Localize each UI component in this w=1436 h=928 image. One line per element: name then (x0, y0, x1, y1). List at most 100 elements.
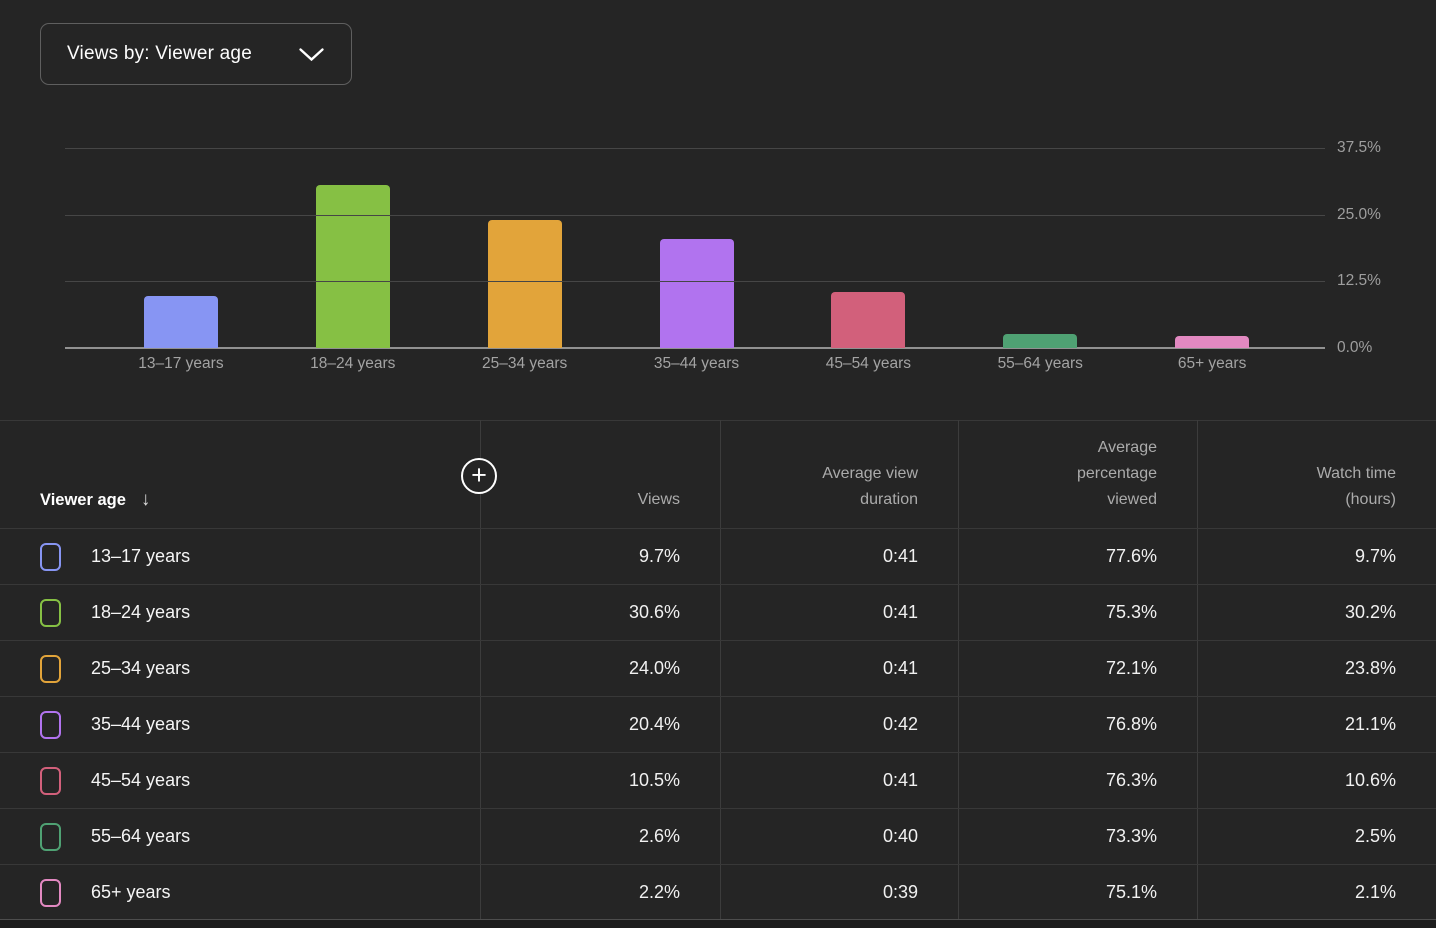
row-views: 20.4% (628, 714, 680, 734)
row-avg-percentage-viewed: 76.8% (1105, 714, 1157, 734)
row-avg-percentage-viewed: 75.1% (1105, 882, 1157, 902)
row-views: 10.5% (628, 770, 680, 790)
row-color-checkbox[interactable] (40, 542, 61, 571)
column-header-avg-view-duration[interactable]: Average view duration (822, 465, 918, 508)
row-color-checkbox[interactable] (40, 878, 61, 907)
column-header-avg-percentage-viewed[interactable]: Average percentage viewed (1076, 439, 1157, 508)
chart-gridline (65, 281, 1325, 283)
column-divider (480, 420, 481, 919)
page-bottom-strip (0, 920, 1436, 928)
chart-gridline (65, 214, 1325, 216)
table-row[interactable]: 25–34 years 24.0% 0:41 72.1% 23.8% (0, 640, 1436, 696)
y-axis-tick-label: 37.5% (1337, 139, 1381, 156)
bar-slot: 25–34 years (439, 148, 611, 372)
row-label: 55–64 years (91, 826, 191, 846)
table-row[interactable]: 13–17 years 9.7% 0:41 77.6% 9.7% (0, 528, 1436, 584)
bar-slot: 55–64 years (954, 148, 1126, 372)
views-by-dropdown[interactable]: Views by: Viewer age (40, 23, 352, 85)
row-watch-time: 10.6% (1344, 770, 1396, 790)
table-rows: 13–17 years 9.7% 0:41 77.6% 9.7% 18–24 y… (0, 528, 1436, 920)
x-axis-baseline (65, 347, 1325, 349)
row-watch-time: 2.1% (1354, 882, 1396, 902)
row-label: 13–17 years (91, 546, 191, 566)
row-avg-percentage-viewed: 72.1% (1105, 658, 1157, 678)
bar-slot: 35–44 years (611, 148, 783, 372)
bar-slot: 13–17 years (95, 148, 267, 372)
bar-35–44-years[interactable] (659, 239, 734, 348)
views-by-dropdown-label: Views by: Viewer age (67, 43, 252, 64)
row-views: 24.0% (628, 658, 680, 678)
row-avg-view-duration: 0:39 (882, 882, 918, 902)
table-header: Viewer age ↓ Views Average view duration… (0, 420, 1436, 528)
views-bar-chart: 37.5% 25.0% 12.5% 0.0% 13–17 years 18–24 yea… (0, 0, 1436, 420)
x-axis-tick-label: 65+ years (1177, 355, 1247, 372)
row-label: 65+ years (91, 882, 171, 902)
bar-slot: 18–24 years (267, 148, 439, 372)
table-row[interactable]: 65+ years 2.2% 0:39 75.1% 2.1% (0, 864, 1436, 920)
x-axis-tick-label: 25–34 years (481, 355, 568, 372)
row-label: 35–44 years (91, 714, 191, 734)
plus-icon: + (471, 459, 487, 490)
x-axis-tick-label: 13–17 years (138, 355, 224, 372)
viewer-age-table: Viewer age ↓ Views Average view duration… (0, 420, 1436, 920)
row-views: 2.2% (638, 882, 680, 902)
table-row[interactable]: 45–54 years 10.5% 0:41 76.3% 10.6% (0, 752, 1436, 808)
row-color-checkbox[interactable] (40, 822, 61, 851)
row-avg-view-duration: 0:41 (882, 770, 918, 790)
bar-25–34-years[interactable] (487, 220, 562, 348)
table-row[interactable]: 18–24 years 30.6% 0:41 75.3% 30.2% (0, 584, 1436, 640)
bar-slot: 45–54 years (782, 148, 954, 372)
row-avg-percentage-viewed: 75.3% (1105, 602, 1157, 622)
chart-gridline (65, 148, 1325, 149)
row-avg-view-duration: 0:41 (882, 602, 918, 622)
y-axis-tick-label: 12.5% (1337, 272, 1381, 290)
row-avg-view-duration: 0:42 (882, 714, 918, 734)
x-axis-tick-label: 35–44 years (653, 355, 740, 372)
row-views: 2.6% (638, 826, 680, 846)
row-avg-percentage-viewed: 77.6% (1105, 546, 1157, 566)
bar-55–64-years[interactable] (1003, 334, 1078, 348)
sort-descending-icon: ↓ (140, 489, 151, 510)
column-header-views[interactable]: Views (637, 491, 680, 508)
row-watch-time: 30.2% (1344, 602, 1396, 622)
add-metric-button[interactable]: + (461, 458, 497, 494)
column-divider (958, 420, 959, 919)
column-divider (720, 420, 721, 919)
bar-slot: 65+ years (1126, 148, 1298, 372)
row-views: 9.7% (638, 546, 680, 566)
chevron-down-icon (298, 47, 325, 62)
table-row[interactable]: 35–44 years 20.4% 0:42 76.8% 21.1% (0, 696, 1436, 752)
x-axis-tick-label: 45–54 years (825, 355, 912, 372)
row-watch-time: 9.7% (1354, 546, 1396, 566)
table-bottom-border (0, 919, 1436, 920)
bar-45–54-years[interactable] (831, 292, 906, 348)
table-row[interactable]: 55–64 years 2.6% 0:40 73.3% 2.5% (0, 808, 1436, 864)
column-header-watch-time[interactable]: Watch time (hours) (1316, 465, 1396, 508)
row-label: 18–24 years (91, 602, 191, 622)
chart-bars: 13–17 years 18–24 years 25–34 years 35–44 y… (95, 148, 1298, 372)
row-avg-view-duration: 0:41 (882, 546, 918, 566)
row-color-checkbox[interactable] (40, 654, 61, 683)
row-watch-time: 23.8% (1344, 658, 1396, 678)
column-header-label: Viewer age (40, 491, 126, 509)
row-color-checkbox[interactable] (40, 710, 61, 739)
x-axis-tick-label: 18–24 years (310, 355, 396, 372)
row-label: 25–34 years (91, 658, 191, 678)
column-header-viewer-age[interactable]: Viewer age ↓ (0, 487, 480, 528)
row-avg-view-duration: 0:41 (882, 658, 918, 678)
y-axis-tick-label: 25.0% (1337, 205, 1381, 223)
row-watch-time: 21.1% (1344, 714, 1396, 734)
bar-65+-years[interactable] (1175, 336, 1250, 348)
bar-18–24-years[interactable] (315, 184, 390, 348)
row-avg-view-duration: 0:40 (882, 826, 918, 846)
y-axis-tick-label: 0.0% (1337, 339, 1373, 356)
row-avg-percentage-viewed: 76.3% (1105, 770, 1157, 790)
row-color-checkbox[interactable] (40, 766, 61, 795)
row-label: 45–54 years (91, 770, 191, 790)
row-avg-percentage-viewed: 73.3% (1105, 826, 1157, 846)
x-axis-tick-label: 55–64 years (997, 355, 1083, 372)
row-color-checkbox[interactable] (40, 598, 61, 627)
bar-13–17-years[interactable] (143, 296, 218, 348)
row-views: 30.6% (628, 602, 680, 622)
column-divider (1197, 420, 1198, 919)
